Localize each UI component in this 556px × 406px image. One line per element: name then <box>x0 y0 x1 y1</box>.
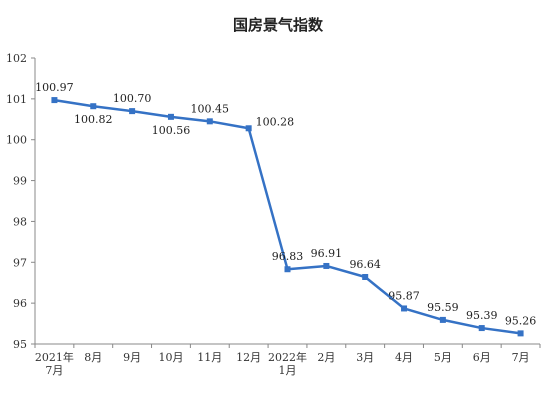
data-point <box>245 125 252 132</box>
x-tick-label: 3月 <box>356 351 374 364</box>
y-tick-label: 95 <box>13 338 27 351</box>
x-tick-label: 2月 <box>317 351 335 364</box>
data-point <box>167 113 174 120</box>
x-tick-label: 7月 <box>45 364 63 377</box>
x-tick-label: 2022年 <box>268 350 307 364</box>
data-point <box>478 325 485 332</box>
y-tick-label: 98 <box>13 215 27 228</box>
x-tick-label: 1月 <box>279 364 297 377</box>
chart-title: 国房景气指数 <box>232 16 323 34</box>
data-label: 100.70 <box>113 92 152 105</box>
x-tick-label: 10月 <box>158 351 183 364</box>
data-label: 96.83 <box>272 250 304 263</box>
x-tick-label: 8月 <box>84 351 102 364</box>
x-tick-label: 6月 <box>473 351 491 364</box>
data-point <box>362 273 369 280</box>
data-point <box>284 266 291 273</box>
data-label: 100.82 <box>74 113 113 126</box>
data-label: 95.39 <box>466 309 498 322</box>
data-point <box>323 262 330 269</box>
data-label: 95.87 <box>388 289 420 302</box>
data-point <box>90 103 97 110</box>
x-tick-label: 2021年 <box>35 350 74 364</box>
data-point <box>129 108 136 115</box>
y-tick-label: 100 <box>6 134 27 147</box>
x-tick-label: 4月 <box>395 351 413 364</box>
y-tick-label: 96 <box>13 297 27 310</box>
y-tick-label: 101 <box>6 93 27 106</box>
data-label: 95.59 <box>427 301 459 314</box>
x-tick-label: 12月 <box>236 351 261 364</box>
data-point <box>401 305 408 312</box>
data-label: 100.45 <box>191 102 230 115</box>
series-line <box>54 98 521 335</box>
x-tick-label: 5月 <box>434 351 452 364</box>
x-tick-label: 9月 <box>123 351 141 364</box>
data-point <box>51 97 58 104</box>
data-point <box>206 118 213 125</box>
x-tick-label: 7月 <box>512 351 530 364</box>
data-label: 96.64 <box>349 258 381 271</box>
data-label: 100.97 <box>35 81 74 94</box>
y-tick-label: 102 <box>6 52 27 65</box>
data-label: 100.28 <box>256 115 295 128</box>
x-tick-label: 11月 <box>197 351 222 364</box>
data-point <box>439 316 446 323</box>
y-tick-label: 99 <box>13 175 27 188</box>
data-label: 95.26 <box>505 314 537 327</box>
data-point <box>517 330 524 337</box>
data-label: 96.91 <box>311 247 343 260</box>
y-tick-label: 97 <box>13 256 27 269</box>
data-label: 100.56 <box>152 124 191 137</box>
